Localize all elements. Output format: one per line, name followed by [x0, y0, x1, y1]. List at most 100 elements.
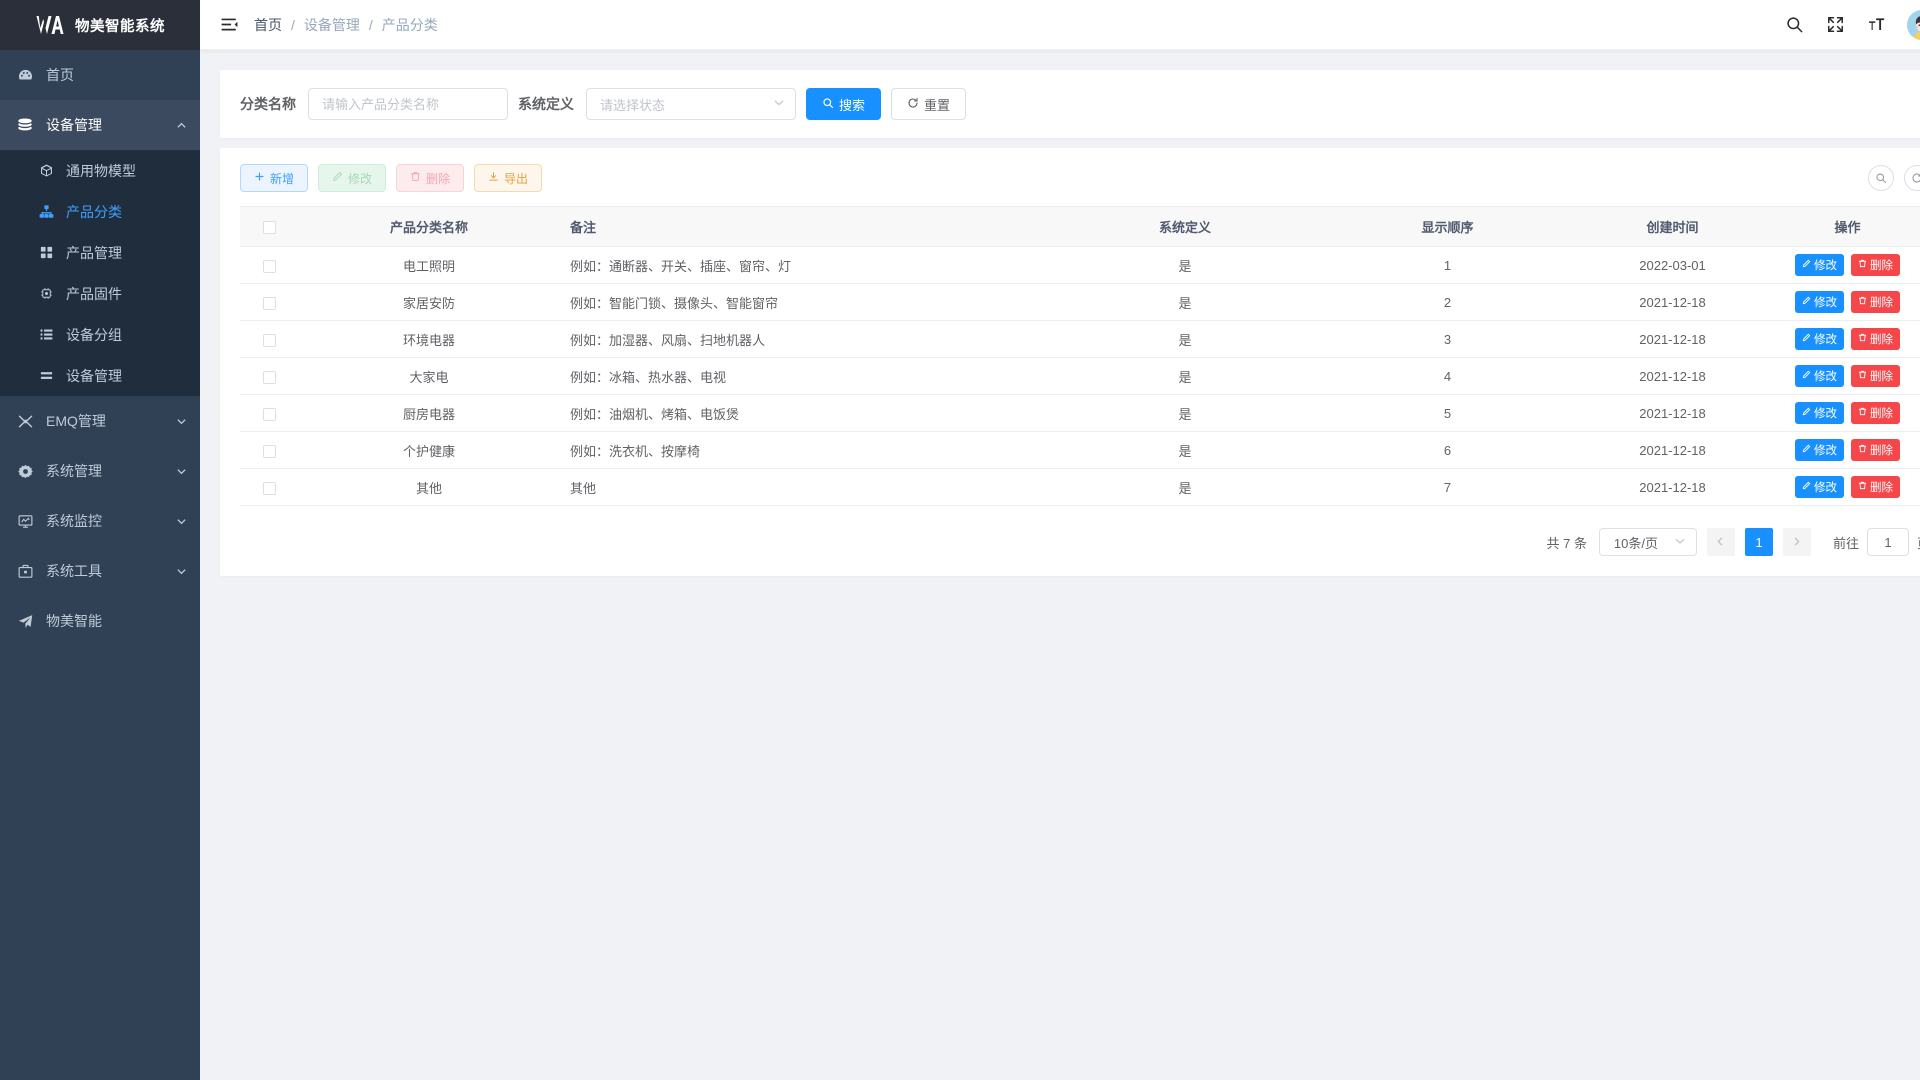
add-button[interactable]: 新增	[240, 164, 309, 192]
cell-category-name: 环境电器	[298, 320, 560, 358]
download-icon	[488, 171, 499, 185]
chip-icon	[36, 284, 56, 304]
category-name-input[interactable]	[308, 88, 508, 120]
cell-display-order: 4	[1315, 357, 1580, 395]
export-button[interactable]: 导出	[474, 164, 543, 192]
cell-display-order: 6	[1315, 431, 1580, 469]
gear-icon	[14, 460, 36, 482]
table-row[interactable]: 个护健康 例如：洗衣机、按摩椅是 6 2021-12-18 修改 删除	[240, 431, 1920, 469]
row-checkbox[interactable]	[262, 481, 276, 495]
pencil-icon	[1802, 444, 1811, 456]
search-icon[interactable]	[1784, 15, 1804, 35]
next-page-button[interactable]	[1782, 528, 1811, 556]
row-edit-button[interactable]: 修改	[1795, 439, 1844, 461]
breadcrumb-item-home[interactable]: 首页	[254, 16, 282, 33]
pagination-total: 共 7 条	[1546, 535, 1587, 551]
reset-button[interactable]: 重置	[891, 88, 967, 120]
search-button[interactable]: 搜索	[806, 88, 882, 120]
row-edit-button[interactable]: 修改	[1795, 476, 1844, 498]
sidebar-item-home[interactable]: 首页	[0, 50, 200, 100]
system-definition-select[interactable]: 请选择状态	[586, 88, 796, 120]
row-checkbox[interactable]	[262, 333, 276, 347]
row-delete-button[interactable]: 删除	[1851, 476, 1900, 498]
page-jump-suffix: 页	[1917, 533, 1920, 552]
table-row[interactable]: 其他 其他是 7 2021-12-18 修改 删除	[240, 468, 1920, 506]
row-delete-button[interactable]: 删除	[1851, 402, 1900, 424]
table-row[interactable]: 大家电 例如：冰箱、热水器、电视是 4 2021-12-18 修改 删除	[240, 357, 1920, 395]
delete-button[interactable]: 删除	[396, 164, 465, 192]
page-size-select[interactable]: 10条/页	[1598, 528, 1697, 556]
pencil-icon	[332, 171, 343, 185]
row-delete-button[interactable]: 删除	[1851, 328, 1900, 350]
user-menu[interactable]	[1907, 9, 1920, 40]
edit-button[interactable]: 修改	[318, 164, 387, 192]
refresh-icon[interactable]	[1904, 165, 1920, 191]
table-row[interactable]: 家居安防 例如：智能门锁、摄像头、智能窗帘是 2 2021-12-18 修改 删除	[240, 283, 1920, 321]
filter-system-label: 系统定义	[518, 96, 574, 112]
row-edit-button[interactable]: 修改	[1795, 365, 1844, 387]
pencil-icon	[1802, 333, 1811, 345]
filter-name-label: 分类名称	[240, 96, 296, 112]
row-edit-button[interactable]: 修改	[1795, 254, 1844, 276]
row-checkbox[interactable]	[262, 296, 276, 310]
page-number-1[interactable]: 1	[1744, 528, 1773, 556]
table-row[interactable]: 电工照明 例如：通断器、开关、插座、窗帘、灯是 1 2022-03-01 修改 删除	[240, 246, 1920, 284]
cell-created-time: 2021-12-18	[1580, 320, 1765, 358]
sidebar-subitem-label: 产品管理	[66, 244, 122, 261]
row-delete-button[interactable]: 删除	[1851, 291, 1900, 313]
sidebar-item-system-management[interactable]: 系统管理	[0, 446, 200, 496]
table-row[interactable]: 厨房电器 例如：油烟机、烤箱、电饭煲是 5 2021-12-18 修改 删除	[240, 394, 1920, 432]
chevron-down-icon	[1674, 535, 1686, 550]
column-header-created: 创建时间	[1580, 206, 1765, 247]
breadcrumb-item-device-management[interactable]: 设备管理	[303, 16, 360, 33]
layers-icon	[14, 114, 36, 136]
sidebar-subitem-product-management[interactable]: 产品管理	[0, 232, 200, 273]
row-checkbox[interactable]	[262, 407, 276, 421]
table-row[interactable]: 环境电器 例如：加湿器、风扇、扫地机器人是 3 2021-12-18 修改 删除	[240, 320, 1920, 358]
sidebar-item-system-tools[interactable]: 系统工具	[0, 546, 200, 596]
sidebar-item-device-management[interactable]: 设备管理	[0, 100, 200, 150]
navbar-actions	[1784, 9, 1920, 40]
row-edit-button[interactable]: 修改	[1795, 328, 1844, 350]
chevron-left-icon	[1715, 535, 1726, 550]
row-checkbox[interactable]	[262, 370, 276, 384]
cell-system-definition: 是	[1055, 320, 1315, 358]
sidebar-item-label: EMQ管理	[46, 413, 106, 429]
row-checkbox[interactable]	[262, 444, 276, 458]
row-delete-button[interactable]: 删除	[1851, 254, 1900, 276]
sidebar-subitem-device-group[interactable]: 设备分组	[0, 314, 200, 355]
sidebar-item-emq-management[interactable]: EMQ管理	[0, 396, 200, 446]
cell-remark: 例如：加湿器、风扇、扫地机器人	[560, 320, 1055, 358]
row-edit-label: 修改	[1814, 260, 1837, 272]
cell-display-order: 5	[1315, 394, 1580, 432]
sidebar-logo[interactable]: 物美智能系统	[0, 0, 200, 50]
page-jump-input[interactable]	[1866, 528, 1909, 556]
row-action-group: 修改 删除	[1775, 439, 1920, 461]
fullscreen-icon[interactable]	[1825, 15, 1845, 35]
row-select-cell	[240, 394, 298, 432]
row-checkbox[interactable]	[262, 259, 276, 273]
cell-actions: 修改 删除	[1765, 283, 1920, 321]
search-toggle-icon[interactable]	[1868, 165, 1894, 191]
row-select-cell	[240, 283, 298, 321]
select-all-checkbox[interactable]	[262, 221, 276, 235]
row-delete-button[interactable]: 删除	[1851, 439, 1900, 461]
row-delete-label: 删除	[1870, 297, 1893, 309]
row-delete-label: 删除	[1870, 260, 1893, 272]
sidebar-subitem-product-category[interactable]: 产品分类	[0, 191, 200, 232]
sidebar-subitem-product-firmware[interactable]: 产品固件	[0, 273, 200, 314]
row-delete-button[interactable]: 删除	[1851, 365, 1900, 387]
pagination: 共 7 条 10条/页	[240, 528, 1920, 556]
prev-page-button[interactable]	[1706, 528, 1735, 556]
sidebar-subitem-device-management[interactable]: 设备管理	[0, 355, 200, 396]
row-edit-button[interactable]: 修改	[1795, 291, 1844, 313]
plus-icon	[254, 171, 265, 185]
row-edit-button[interactable]: 修改	[1795, 402, 1844, 424]
sidebar-item-wumei-smart[interactable]: 物美智能	[0, 596, 200, 646]
column-header-system: 系统定义	[1055, 206, 1315, 247]
pencil-icon	[1802, 296, 1811, 308]
sidebar-subitem-thing-model[interactable]: 通用物模型	[0, 150, 200, 191]
hamburger-icon[interactable]	[218, 14, 240, 36]
font-size-icon[interactable]	[1866, 15, 1886, 35]
sidebar-item-system-monitor[interactable]: 系统监控	[0, 496, 200, 546]
